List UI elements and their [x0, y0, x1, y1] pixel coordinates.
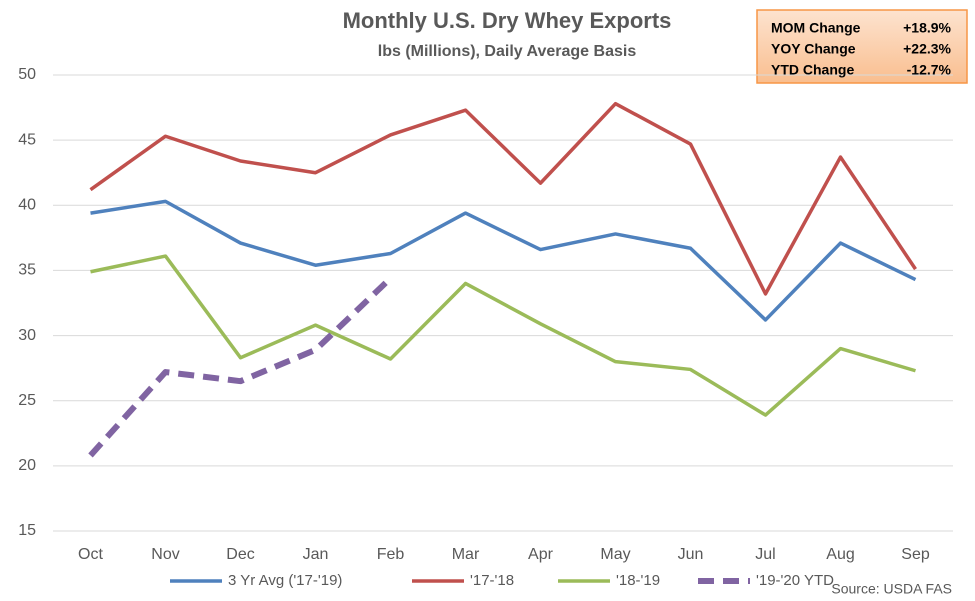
- y-tick-label: 35: [18, 262, 36, 279]
- legend-label: '19-'20 YTD: [756, 572, 834, 589]
- info-label: MOM Change: [771, 20, 861, 36]
- line-series: [88, 276, 393, 458]
- y-tick-label: 45: [18, 131, 36, 148]
- y-tick-label: 40: [18, 197, 36, 214]
- chart-title: Monthly U.S. Dry Whey Exports: [343, 8, 672, 33]
- x-tick-label: Apr: [528, 546, 554, 563]
- info-value: +22.3%: [903, 41, 951, 57]
- x-tick-label: Dec: [226, 546, 254, 563]
- x-tick-label: Jan: [303, 546, 329, 563]
- chart-subtitle: lbs (Millions), Daily Average Basis: [378, 43, 637, 60]
- y-tick-label: 30: [18, 327, 36, 344]
- info-label: YOY Change: [771, 41, 856, 57]
- x-tick-label: Jul: [755, 546, 775, 563]
- x-tick-label: Nov: [151, 546, 179, 563]
- info-label: YTD Change: [771, 62, 854, 78]
- line-series: [90, 254, 916, 417]
- x-tick-label: Mar: [452, 546, 480, 563]
- legend-label: 3 Yr Avg ('17-'19): [228, 572, 342, 589]
- info-box: [756, 9, 968, 84]
- y-tick-label: 25: [18, 392, 36, 409]
- x-tick-label: Aug: [826, 546, 854, 563]
- x-tick-label: Feb: [377, 546, 405, 563]
- y-tick-label: 50: [18, 66, 36, 83]
- info-value: +18.9%: [903, 20, 951, 36]
- legend-label: '18-'19: [616, 572, 660, 589]
- info-value: -12.7%: [907, 62, 952, 78]
- x-tick-label: Oct: [78, 546, 103, 563]
- x-tick-label: May: [600, 546, 630, 563]
- line-series: [90, 199, 917, 322]
- line-series: [89, 101, 917, 296]
- legend-label: '17-'18: [470, 572, 514, 589]
- y-tick-label: 15: [18, 522, 36, 539]
- x-tick-label: Sep: [901, 546, 930, 563]
- source: Source: USDA FAS: [831, 581, 952, 597]
- y-tick-label: 20: [18, 457, 36, 474]
- x-tick-label: Jun: [678, 546, 704, 563]
